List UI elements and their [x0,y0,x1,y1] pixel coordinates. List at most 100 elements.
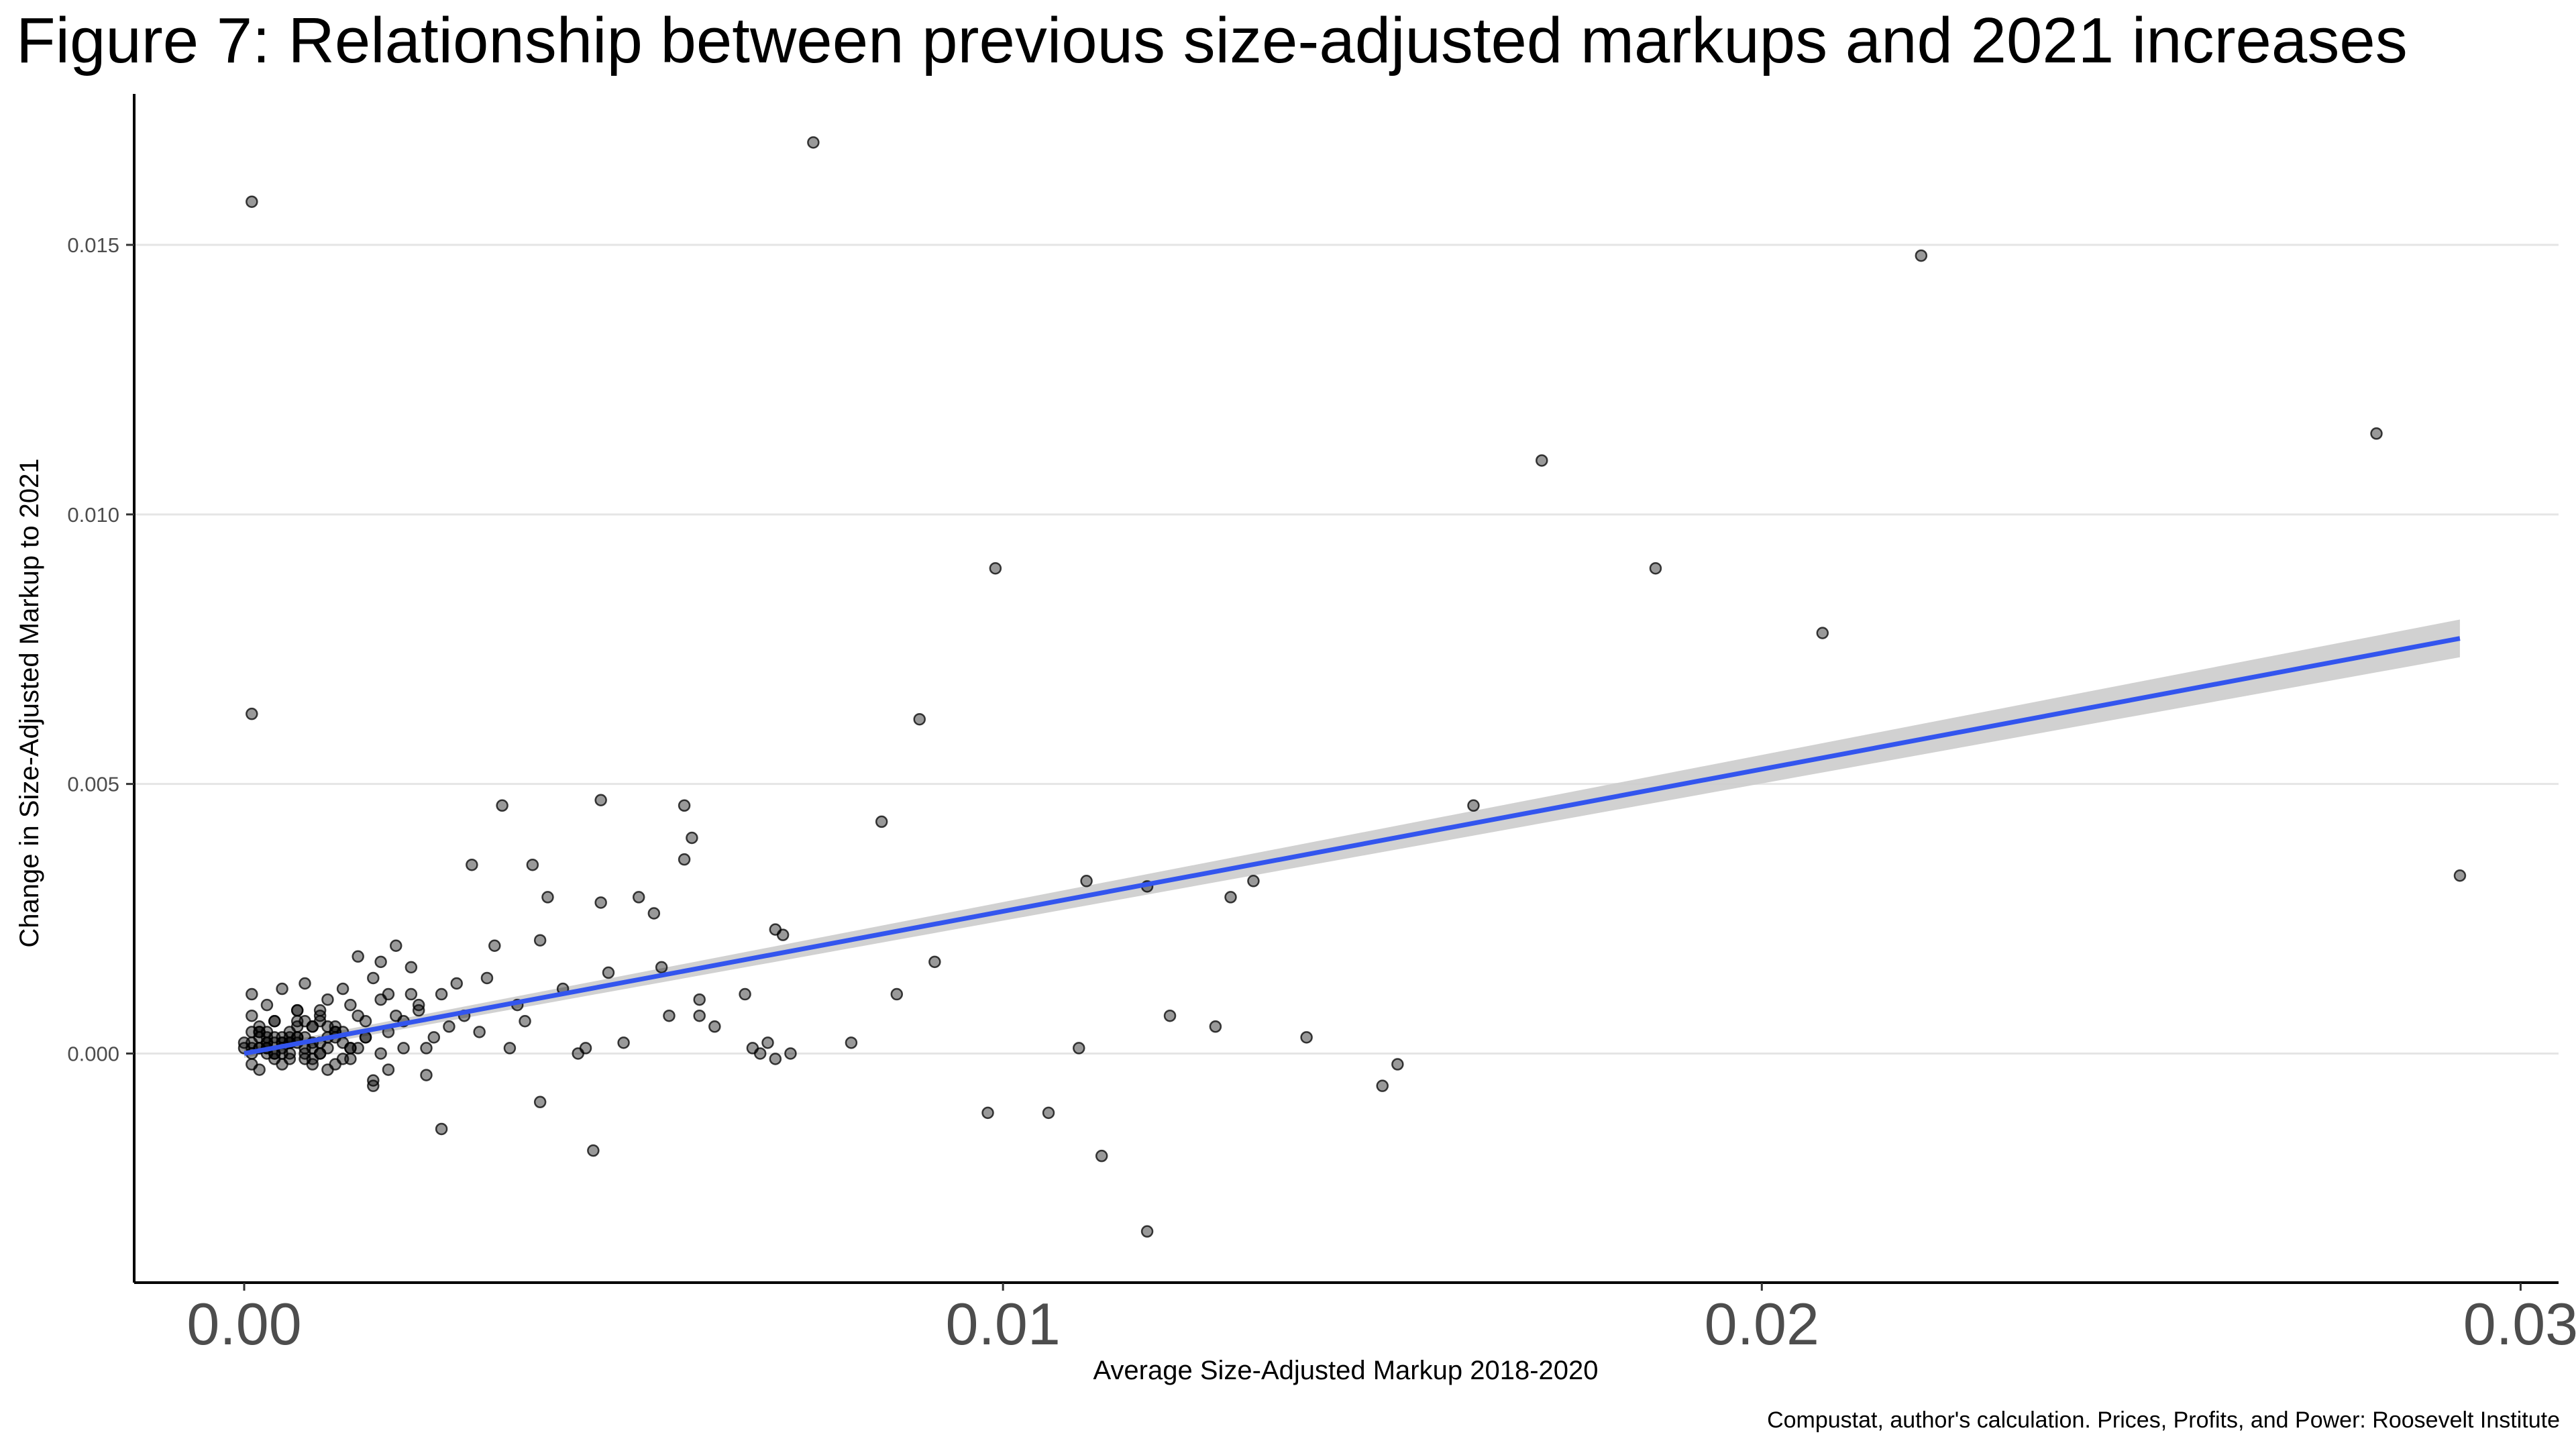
data-point [466,859,477,870]
data-point [474,1026,485,1037]
data-point [846,1037,857,1048]
data-point [390,1010,401,1021]
data-point [277,983,288,994]
data-point [345,1042,356,1053]
data-point [892,989,902,1000]
data-point [421,1070,431,1081]
data-point [686,833,697,843]
data-point [1081,875,1092,886]
data-point [322,994,333,1005]
data-point [383,1065,394,1075]
data-point [596,795,606,806]
data-point [1226,892,1236,902]
data-point [740,989,751,1000]
data-point [1096,1150,1107,1161]
x-axis-title: Average Size-Adjusted Markup 2018-2020 [1093,1356,1598,1385]
data-point [315,1048,325,1059]
fit-line-group [244,639,2460,1054]
data-point [322,1065,333,1075]
data-point [770,1053,781,1064]
data-point [1650,563,1661,574]
data-point [376,994,386,1005]
data-point [246,197,257,207]
data-point [1392,1059,1403,1070]
data-point [2371,428,2382,439]
data-point [246,1010,257,1021]
data-point [876,816,887,827]
data-point [1142,1226,1152,1237]
data-point [262,1000,272,1010]
data-point [436,989,447,1000]
x-tick-label: 0.03 [2463,1291,2576,1357]
data-point [2455,870,2465,881]
data-point [413,1005,424,1016]
data-point [785,1048,796,1059]
data-point [633,892,644,902]
data-point [656,962,667,973]
data-point [663,1010,674,1021]
data-point [368,973,378,983]
data-point [292,1005,303,1016]
data-point [443,1021,454,1032]
data-point [1248,875,1258,886]
data-point [451,978,462,989]
x-tick-labels: 0.00 0.01 0.02 0.03 [186,1291,2576,1357]
regression-line [244,639,2460,1054]
data-point [376,957,386,967]
data-point [596,897,606,908]
y-tick-label: 0.015 [67,233,119,257]
data-point [353,951,364,962]
data-point [777,930,788,941]
data-point [1536,455,1547,466]
data-point [353,1010,364,1021]
data-point [679,854,690,865]
data-point [406,962,417,973]
data-point [1210,1021,1221,1032]
data-point [1301,1032,1312,1042]
y-tick-label: 0.005 [67,773,119,796]
data-point [398,1042,409,1053]
data-point [588,1145,598,1156]
data-point [619,1037,629,1048]
data-point [497,800,508,811]
data-point [246,708,257,719]
y-tick-label: 0.010 [67,503,119,527]
y-axis-title: Change in Size-Adjusted Markup to 2021 [15,458,44,947]
data-point [929,957,940,967]
data-point [542,892,553,902]
data-point [603,967,614,978]
data-point [254,1026,265,1037]
data-point [489,941,500,951]
grid-lines [134,245,2559,1053]
data-point [990,563,1001,574]
y-tick-label: 0.000 [67,1042,119,1065]
data-point [1165,1010,1175,1021]
data-point [763,1037,773,1048]
x-tick-label: 0.02 [1705,1291,1819,1357]
x-tick-label: 0.00 [186,1291,301,1357]
data-point [573,1048,584,1059]
data-point [535,935,545,946]
data-point [315,1005,325,1016]
data-point [914,714,925,724]
data-point [535,1097,545,1108]
data-point [520,1016,531,1026]
data-point [246,1059,257,1070]
y-tick-labels: 0.000 0.005 0.010 0.015 [67,233,119,1065]
data-point [679,800,690,811]
data-point [436,1124,447,1134]
data-point [808,137,818,148]
data-point [337,983,348,994]
data-point [421,1042,431,1053]
data-point [755,1048,765,1059]
data-point [246,989,257,1000]
data-point [694,1010,705,1021]
data-point [527,859,538,870]
data-point [368,1075,378,1086]
data-point [1073,1042,1084,1053]
data-point [649,908,659,919]
data-point [300,978,311,989]
data-point [292,1021,303,1032]
data-point [337,1053,348,1064]
